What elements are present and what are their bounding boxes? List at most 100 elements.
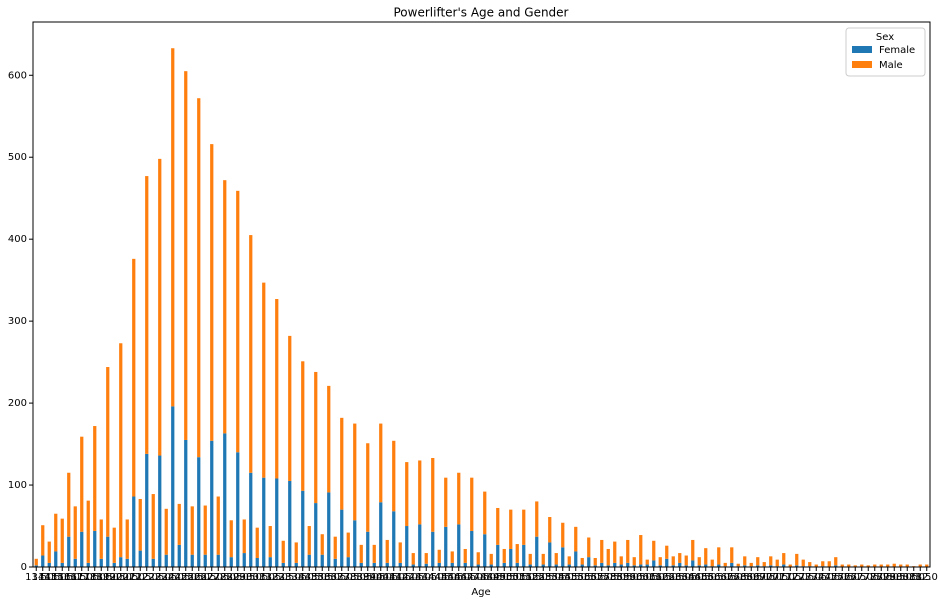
bar-segment — [496, 544, 500, 567]
bar-segment — [548, 542, 552, 567]
bar-segment — [294, 542, 298, 563]
x-tick-label: 47.5 — [467, 572, 489, 583]
x-tick-label: 51.0 — [513, 572, 535, 583]
x-tick-label: 26.5 — [194, 572, 216, 583]
bar-segment — [359, 544, 363, 563]
bar-segment — [125, 558, 129, 567]
bar-segment — [41, 555, 45, 567]
bar-segment — [678, 562, 682, 567]
bar-segment — [418, 460, 422, 525]
x-tick-label: 33.5 — [285, 572, 307, 583]
bar-segment — [431, 531, 435, 567]
legend-swatch — [852, 61, 872, 68]
x-tick-label: 21.5 — [129, 572, 151, 583]
bar-segment — [164, 508, 168, 555]
x-tick-label: 73.5 — [805, 572, 827, 583]
bar-segment — [418, 524, 422, 567]
bar-segment — [652, 540, 656, 561]
x-tick-label: 77.0 — [851, 572, 873, 583]
bar-segment — [379, 502, 383, 567]
bar-segment — [151, 558, 155, 567]
chart-title: Powerlifter's Age and Gender — [394, 6, 569, 20]
x-tick-label: 70.0 — [760, 572, 782, 583]
x-tick-label: 65.0 — [695, 572, 717, 583]
x-tick-label: 78.5 — [870, 572, 892, 583]
bar-segment — [366, 531, 370, 567]
bar-segment — [333, 558, 337, 567]
x-tick-label: 40.5 — [376, 572, 398, 583]
x-tick-label: 35.5 — [311, 572, 333, 583]
bar-segment — [372, 562, 376, 567]
x-axis-label: Age — [471, 587, 490, 598]
bar-segment — [307, 554, 311, 567]
bar-segment — [288, 335, 292, 481]
bar-segment — [756, 557, 760, 566]
bar-segment — [749, 562, 753, 567]
bar-segment — [262, 282, 266, 478]
bar-segment — [528, 553, 532, 565]
x-tick-label: 67.0 — [721, 572, 743, 583]
x-tick-label: 48.0 — [474, 572, 496, 583]
bar-segment — [171, 48, 175, 407]
x-tick-label: 72.5 — [792, 572, 814, 583]
bar-segment — [769, 565, 773, 567]
x-tick-label: 65.5 — [701, 572, 723, 583]
bar-segment — [177, 503, 181, 545]
x-tick-label: 13.5 — [25, 572, 47, 583]
bar-segment — [632, 565, 636, 567]
bar-segment — [294, 562, 298, 567]
bar-segment — [262, 477, 266, 567]
x-tick-label: 45.0 — [435, 572, 457, 583]
bar-segment — [509, 548, 513, 567]
x-tick-label: 68.0 — [734, 572, 756, 583]
x-tick-label: 54.0 — [552, 572, 574, 583]
bar-segment — [158, 158, 162, 456]
bar-segment — [619, 564, 623, 567]
bar-segment — [645, 559, 649, 565]
bar-segment — [450, 562, 454, 567]
x-tick-label: 49.0 — [487, 572, 509, 583]
x-tick-label: 78.0 — [864, 572, 886, 583]
x-tick-label: 71.5 — [779, 572, 801, 583]
bar-segment — [639, 564, 643, 567]
bar-segment — [197, 457, 201, 567]
bar-segment — [457, 472, 461, 525]
bar-segment — [522, 509, 526, 545]
bar-segment — [704, 564, 708, 567]
bar-segment — [132, 496, 136, 567]
x-tick-label: 27.5 — [207, 572, 229, 583]
x-tick-label: 46.5 — [454, 572, 476, 583]
x-tick-label: 35.0 — [305, 572, 327, 583]
x-tick-label: 26.0 — [188, 572, 210, 583]
bar-segment — [879, 564, 883, 567]
bar-segment — [775, 559, 779, 567]
bar-segment — [327, 492, 331, 567]
bar-segment — [249, 472, 253, 567]
bar-segment — [379, 423, 383, 503]
bar-segment — [444, 477, 448, 527]
bar-segment — [119, 557, 123, 567]
bar-segment — [47, 541, 51, 563]
bar-segment — [67, 472, 71, 537]
x-tick-label: 61.5 — [649, 572, 671, 583]
x-tick-label: 37.5 — [337, 572, 359, 583]
bar-segment — [275, 299, 279, 479]
x-tick-label: 66.0 — [708, 572, 730, 583]
bar-segment — [229, 520, 233, 558]
x-tick-label: 70.5 — [766, 572, 788, 583]
x-tick-label: 38.0 — [344, 572, 366, 583]
x-tick-label: 64.0 — [682, 572, 704, 583]
bar-segment — [392, 511, 396, 567]
bar-segment — [366, 443, 370, 532]
bar-segment — [106, 367, 110, 537]
bar-segment — [255, 527, 259, 558]
bar-segment — [184, 71, 188, 440]
x-tick-label: 42.5 — [402, 572, 424, 583]
bar-segment — [496, 507, 500, 545]
bar-segment — [613, 541, 617, 563]
bar-segment — [587, 557, 591, 567]
bar-segment — [236, 190, 240, 453]
bar-segment — [658, 557, 662, 566]
bar-segment — [483, 534, 487, 567]
bar-segment — [665, 558, 669, 567]
